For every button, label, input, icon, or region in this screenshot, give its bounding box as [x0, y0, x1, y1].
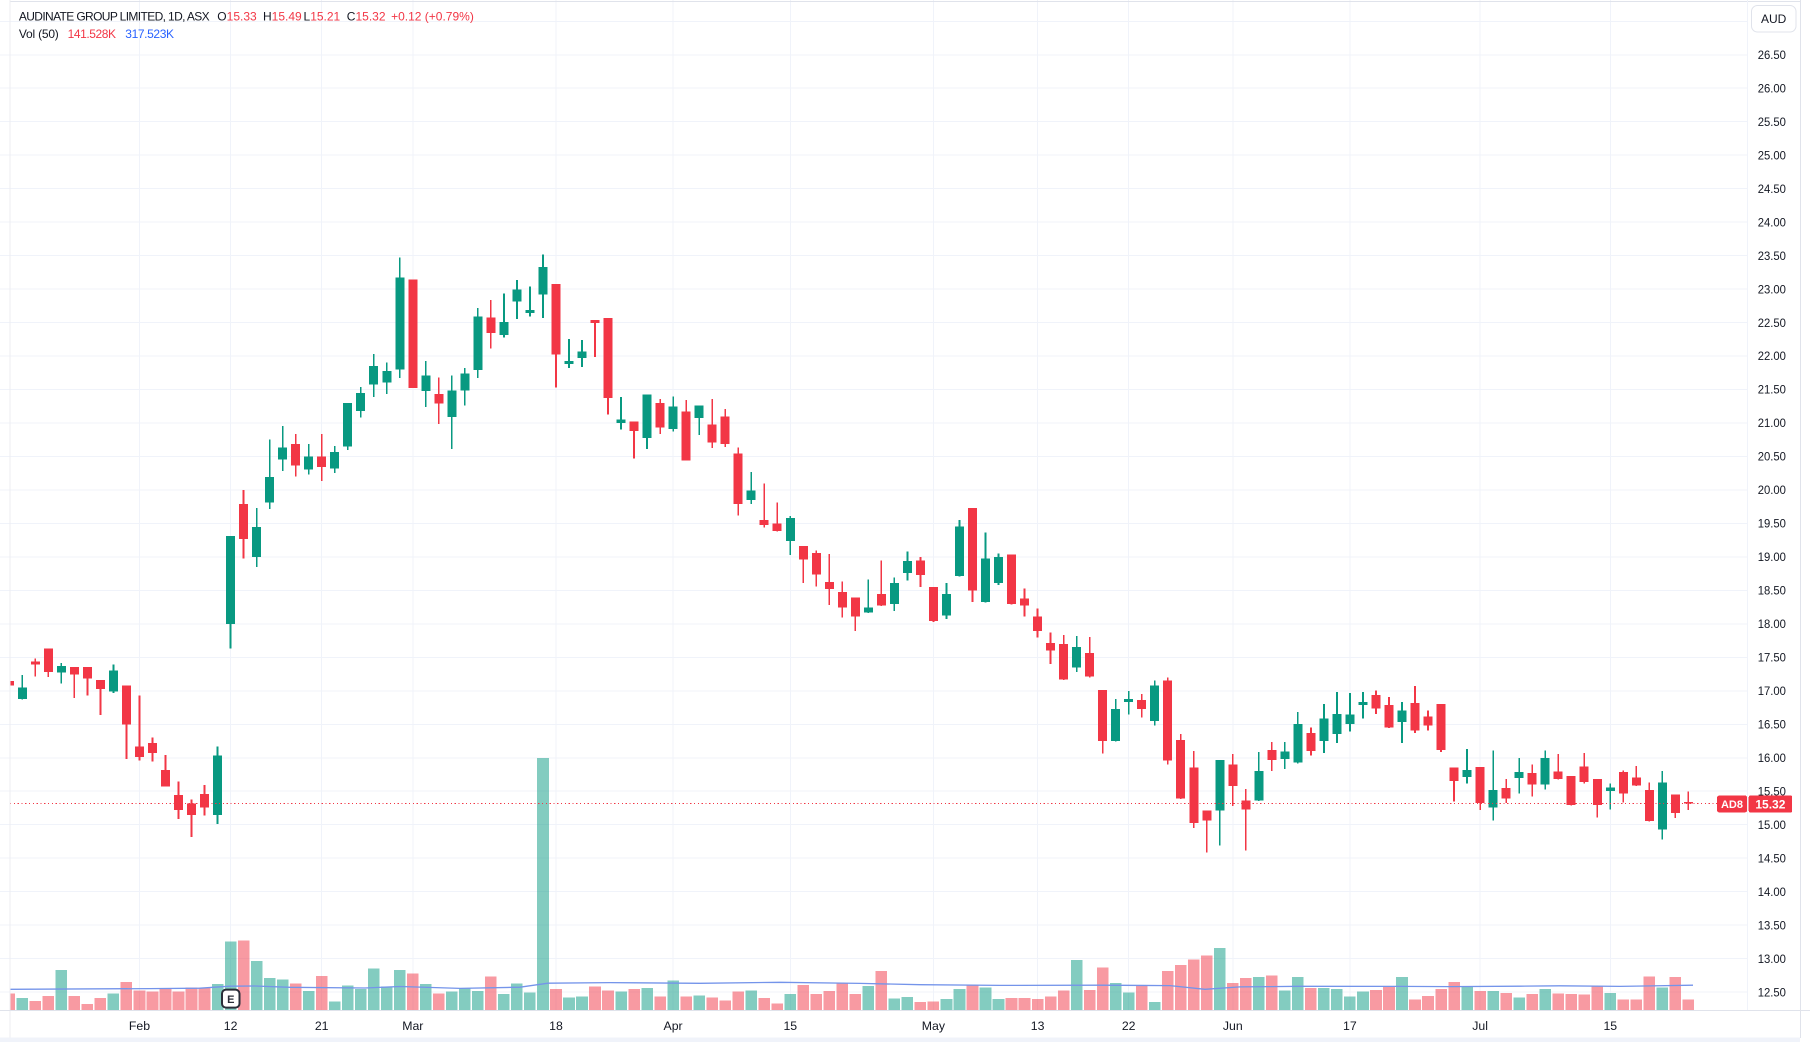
svg-text:17.50: 17.50: [1758, 651, 1786, 665]
svg-text:C15.32: C15.32: [347, 9, 386, 23]
svg-text:14.50: 14.50: [1758, 851, 1786, 865]
svg-text:15: 15: [1603, 1019, 1617, 1033]
svg-text:22.00: 22.00: [1758, 349, 1786, 363]
svg-text:23.50: 23.50: [1758, 249, 1786, 263]
svg-text:317.523K: 317.523K: [125, 27, 174, 41]
svg-text:L15.21: L15.21: [304, 9, 341, 23]
svg-text:E: E: [227, 994, 234, 1006]
svg-text:13.00: 13.00: [1758, 952, 1786, 966]
svg-text:15.00: 15.00: [1758, 818, 1786, 832]
svg-text:19.50: 19.50: [1758, 517, 1786, 531]
svg-text:21.50: 21.50: [1758, 383, 1786, 397]
svg-text:H15.49: H15.49: [263, 9, 302, 23]
svg-text:21.00: 21.00: [1758, 416, 1786, 430]
svg-text:Jul: Jul: [1472, 1019, 1488, 1033]
svg-text:24.00: 24.00: [1758, 215, 1786, 229]
svg-text:15.32: 15.32: [1755, 797, 1785, 811]
svg-text:16.00: 16.00: [1758, 751, 1786, 765]
svg-text:18.50: 18.50: [1758, 584, 1786, 598]
svg-text:O15.33: O15.33: [217, 9, 257, 23]
svg-text:20.50: 20.50: [1758, 450, 1786, 464]
svg-text:Mar: Mar: [402, 1019, 423, 1033]
svg-text:25.00: 25.00: [1758, 148, 1786, 162]
svg-text:Feb: Feb: [129, 1019, 150, 1033]
svg-text:May: May: [922, 1019, 946, 1033]
svg-text:17: 17: [1343, 1019, 1357, 1033]
svg-text:13: 13: [1031, 1019, 1045, 1033]
svg-text:17.00: 17.00: [1758, 684, 1786, 698]
svg-text:Apr: Apr: [664, 1019, 683, 1033]
svg-text:AD8: AD8: [1721, 799, 1743, 811]
svg-text:12: 12: [224, 1019, 238, 1033]
svg-text:20.00: 20.00: [1758, 483, 1786, 497]
svg-text:Vol (50): Vol (50): [19, 27, 59, 41]
svg-text:Jun: Jun: [1223, 1019, 1243, 1033]
svg-text:26.00: 26.00: [1758, 82, 1786, 96]
svg-text:12.50: 12.50: [1758, 985, 1786, 999]
svg-text:AUDINATE GROUP LIMITED, 1D, AS: AUDINATE GROUP LIMITED, 1D, ASX: [19, 9, 210, 23]
svg-text:15: 15: [783, 1019, 797, 1033]
svg-text:15.50: 15.50: [1758, 784, 1786, 798]
svg-text:23.00: 23.00: [1758, 282, 1786, 296]
svg-text:13.50: 13.50: [1758, 918, 1786, 932]
svg-text:18.00: 18.00: [1758, 617, 1786, 631]
svg-text:18: 18: [549, 1019, 563, 1033]
svg-text:26.50: 26.50: [1758, 48, 1786, 62]
svg-text:16.50: 16.50: [1758, 718, 1786, 732]
svg-text:AUD: AUD: [1761, 12, 1787, 26]
svg-text:14.00: 14.00: [1758, 885, 1786, 899]
svg-text:19.00: 19.00: [1758, 550, 1786, 564]
svg-text:25.50: 25.50: [1758, 115, 1786, 129]
svg-text:+0.12 (+0.79%): +0.12 (+0.79%): [391, 9, 474, 23]
svg-text:141.528K: 141.528K: [68, 27, 116, 41]
svg-text:21: 21: [315, 1019, 329, 1033]
svg-text:22.50: 22.50: [1758, 316, 1786, 330]
svg-text:22: 22: [1122, 1019, 1136, 1033]
svg-text:24.50: 24.50: [1758, 182, 1786, 196]
